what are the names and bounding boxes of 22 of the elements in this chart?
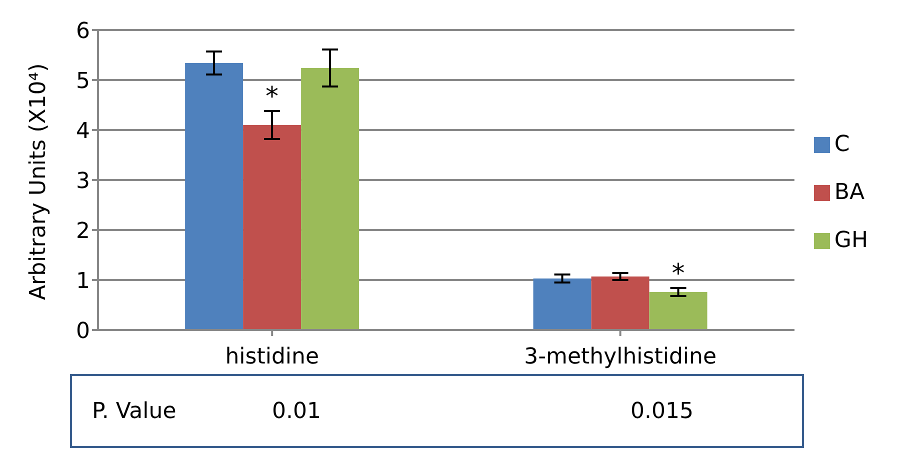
bar bbox=[591, 276, 650, 330]
bar bbox=[185, 63, 244, 330]
legend-label: GH bbox=[834, 228, 868, 253]
bar bbox=[649, 292, 708, 330]
p-value-table: P. Value 0.01 0.015 bbox=[70, 374, 804, 448]
y-tick-label: 1 bbox=[76, 268, 90, 294]
bar bbox=[243, 125, 302, 330]
y-tick-label: 3 bbox=[76, 168, 90, 194]
x-tick-label: 3-methylhistidine bbox=[524, 344, 717, 370]
legend-label: BA bbox=[834, 180, 865, 205]
annotation: * bbox=[266, 82, 279, 112]
x-tick-label: histidine bbox=[225, 344, 320, 370]
annotation: * bbox=[672, 259, 685, 289]
y-tick-label: 5 bbox=[76, 68, 90, 94]
y-tick-label: 6 bbox=[76, 18, 90, 44]
bar bbox=[301, 68, 360, 330]
y-tick-label: 4 bbox=[76, 118, 90, 144]
y-axis-title: Arbitrary Units (X10⁴) bbox=[26, 63, 51, 300]
bar bbox=[533, 278, 592, 330]
y-tick-label: 2 bbox=[76, 218, 90, 244]
y-tick-label: 0 bbox=[76, 318, 90, 344]
legend-label: C bbox=[834, 132, 850, 157]
